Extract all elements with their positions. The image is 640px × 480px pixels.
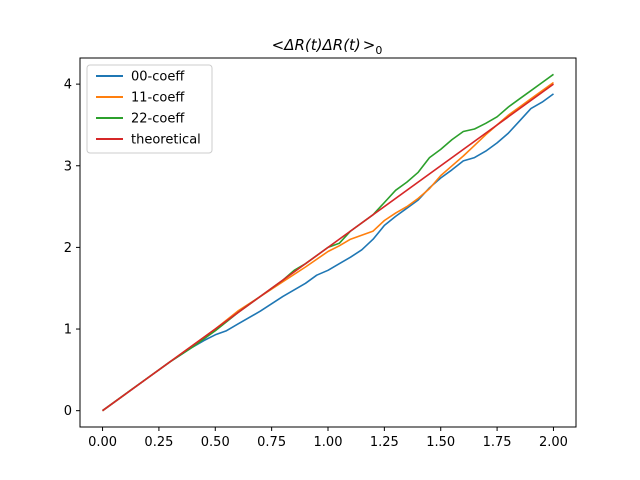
- y-tick-label: 1: [64, 323, 72, 338]
- legend-label: theoretical: [131, 133, 201, 148]
- x-tick-label: 0.00: [88, 435, 117, 450]
- x-tick-label: 1.25: [370, 435, 399, 450]
- x-tick-label: 0.50: [201, 435, 230, 450]
- legend-entry-00-coeff: 00-coeff: [96, 70, 185, 85]
- legend-label: 00-coeff: [131, 70, 185, 85]
- legend-entry-11-coeff: 11-coeff: [96, 91, 185, 106]
- y-tick-label: 4: [64, 78, 72, 93]
- x-tick-label: 1.50: [426, 435, 455, 450]
- series-line-theoretical: [102, 83, 554, 412]
- series-line-00-coeff: [102, 93, 554, 412]
- axis-layer: 0.00 0.25 0.50 0.75 1.00 1.25 1.50 1.75 2.00 0 1 2 3…: [64, 78, 568, 450]
- legend-entry-22-coeff: 22-coeff: [96, 112, 185, 127]
- legend-label: 11-coeff: [131, 91, 185, 106]
- x-tick-label: 2.00: [539, 435, 568, 450]
- legend: 00-coeff 11-coeff 22-coeff theoretical: [86, 64, 213, 154]
- legend-entry-theoretical: theoretical: [96, 133, 201, 148]
- series-line-22-coeff: [102, 73, 554, 412]
- series-layer: [102, 73, 554, 412]
- chart-title: <ΔR(t)ΔR(t) >0: [272, 36, 383, 57]
- legend-box: [86, 64, 213, 154]
- x-tick-label: 0.75: [257, 435, 286, 450]
- legend-label: 22-coeff: [131, 112, 185, 127]
- x-tick-label: 1.75: [483, 435, 512, 450]
- x-tick-label: 0.25: [144, 435, 173, 450]
- plot-frame: [79, 57, 577, 428]
- y-tick-label: 3: [64, 159, 72, 174]
- x-tick-label: 1.00: [314, 435, 343, 450]
- y-tick-label: 2: [64, 241, 72, 256]
- y-tick-label: 0: [64, 404, 72, 419]
